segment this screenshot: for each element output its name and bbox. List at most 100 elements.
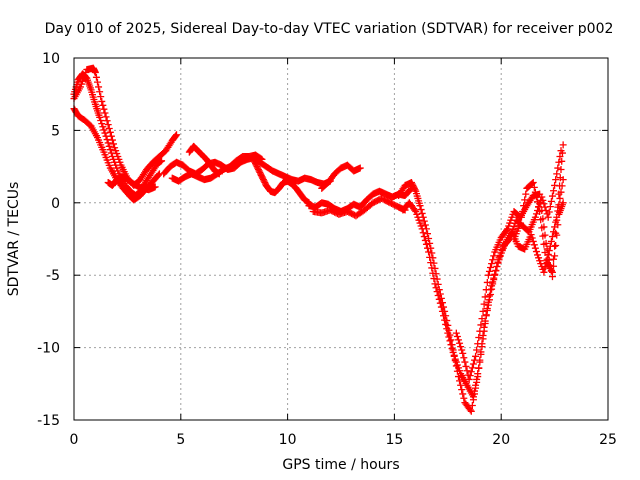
data-point xyxy=(98,120,106,128)
plot-frame xyxy=(73,57,609,421)
data-point xyxy=(472,381,480,389)
data-point xyxy=(449,348,457,356)
data-point xyxy=(529,179,537,187)
chart-title: Day 010 of 2025, Sidereal Day-to-day VTE… xyxy=(45,21,614,37)
data-point xyxy=(540,240,548,248)
data-point xyxy=(538,224,546,232)
data-point xyxy=(516,219,524,227)
data-point xyxy=(481,293,489,301)
data-point xyxy=(528,179,536,187)
data-point xyxy=(258,155,266,163)
data-point xyxy=(528,234,536,242)
data-point xyxy=(93,78,101,86)
y-tick-label: -10 xyxy=(37,341,60,357)
data-point xyxy=(104,121,112,129)
data-point xyxy=(434,291,442,299)
data-point xyxy=(540,200,548,208)
x-tick-label: 5 xyxy=(176,432,185,448)
data-point xyxy=(487,263,495,271)
data-point xyxy=(478,343,486,351)
data-point xyxy=(559,141,567,149)
data-point xyxy=(442,320,450,328)
data-point xyxy=(475,364,483,372)
data-point xyxy=(559,199,567,207)
data-point xyxy=(556,174,564,182)
data-point xyxy=(96,88,104,96)
data-point xyxy=(454,336,462,344)
x-tick-label: 0 xyxy=(70,432,79,448)
data-point xyxy=(96,113,104,121)
data-point xyxy=(440,312,448,320)
data-point xyxy=(457,343,465,351)
data-point xyxy=(483,278,491,286)
data-point xyxy=(356,164,364,172)
data-point xyxy=(544,213,552,221)
data-point xyxy=(480,300,488,308)
data-point xyxy=(469,393,477,401)
y-axis-label: SDTVAR / TECUs xyxy=(6,182,22,297)
data-point xyxy=(436,299,444,307)
data-point xyxy=(530,241,538,249)
data-point xyxy=(92,73,100,81)
data-point xyxy=(425,248,433,256)
data-point xyxy=(448,345,456,353)
data-point xyxy=(106,128,114,136)
data-point xyxy=(465,375,473,383)
data-point xyxy=(458,386,466,394)
data-point xyxy=(551,252,559,260)
data-point xyxy=(490,252,498,260)
data-point xyxy=(492,267,500,275)
data-point xyxy=(257,155,265,163)
data-point xyxy=(552,229,560,237)
data-point xyxy=(108,136,116,144)
data-point xyxy=(556,194,564,202)
data-point xyxy=(430,275,438,283)
data-point xyxy=(471,356,478,364)
grid xyxy=(74,58,608,420)
data-point xyxy=(552,242,560,250)
data-point xyxy=(95,83,103,91)
data-point xyxy=(531,213,539,221)
data-point xyxy=(556,182,564,190)
data-point xyxy=(437,303,445,311)
data-point xyxy=(558,157,566,165)
data-point xyxy=(554,164,562,172)
data-point xyxy=(485,267,493,275)
data-point xyxy=(487,291,495,299)
data-point xyxy=(102,113,110,121)
data-point xyxy=(534,198,542,206)
data-point xyxy=(476,327,484,335)
data-point xyxy=(445,333,453,341)
data-point xyxy=(479,335,487,343)
data-point xyxy=(438,307,446,315)
y-tick-label: 5 xyxy=(51,123,60,139)
data-point xyxy=(99,123,107,131)
data-point xyxy=(548,268,556,276)
data-point xyxy=(479,307,487,315)
data-point xyxy=(543,245,551,253)
data-point xyxy=(555,190,563,198)
data-point xyxy=(447,341,455,349)
data-point xyxy=(521,196,529,204)
data-point xyxy=(491,271,499,279)
data-point xyxy=(484,271,492,279)
data-point xyxy=(158,157,166,165)
data-point xyxy=(432,284,440,292)
data-point xyxy=(428,264,436,272)
data-point xyxy=(443,325,451,333)
data-point xyxy=(546,203,554,211)
data-point xyxy=(154,171,162,179)
data-point xyxy=(481,319,489,327)
data-point xyxy=(558,149,566,157)
x-tick-label: 15 xyxy=(385,432,403,448)
data-point xyxy=(550,255,558,263)
data-point xyxy=(428,249,436,257)
data-point xyxy=(482,286,490,294)
x-tick-label: 25 xyxy=(599,432,617,448)
data-point xyxy=(519,207,527,215)
data-point xyxy=(488,260,496,268)
data-point xyxy=(100,126,108,134)
data-point xyxy=(547,237,555,245)
data-point xyxy=(517,213,525,221)
y-tick-label: 0 xyxy=(51,196,60,212)
